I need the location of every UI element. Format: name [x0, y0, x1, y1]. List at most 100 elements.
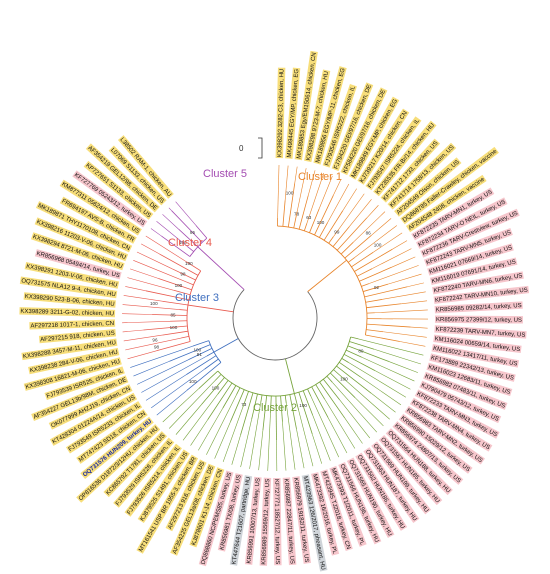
leaf-label-background — [331, 82, 374, 172]
cluster-arc-c1 — [277, 225, 368, 336]
cluster-5-label: Cluster 5 — [203, 168, 247, 180]
terminal-branch — [156, 220, 188, 247]
terminal-branch — [311, 434, 323, 464]
leaf-label-background — [329, 465, 367, 547]
branch — [204, 358, 219, 370]
scale-bar-label: 0 — [239, 144, 244, 153]
leaf-label-background — [48, 384, 133, 430]
branch — [314, 195, 334, 236]
branch — [159, 253, 199, 276]
leaf-label-background — [244, 476, 262, 565]
terminal-branch — [348, 362, 407, 398]
terminal-branch — [342, 188, 357, 211]
branch — [171, 268, 196, 281]
terminal-branch — [231, 434, 241, 465]
bootstrap-value: 100 — [317, 220, 325, 225]
leaf-label-background — [434, 315, 523, 324]
bootstrap-value: 100 — [185, 261, 193, 266]
leaf-label-background — [392, 421, 464, 485]
cluster-4-label: Cluster 4 — [168, 237, 212, 249]
terminal-branch — [240, 419, 252, 468]
branch — [198, 370, 219, 389]
terminal-branch — [294, 166, 298, 184]
terminal-branch — [284, 165, 289, 201]
bootstrap-value: 95 — [190, 230, 196, 235]
branch — [270, 395, 272, 413]
branch — [236, 387, 241, 396]
leaf-label-background — [49, 392, 138, 446]
terminal-branch — [399, 341, 426, 347]
leaf-label-background — [217, 473, 243, 552]
leaf-label: KR856975 27399/12, turkey, US — [436, 317, 522, 324]
terminal-branch — [122, 304, 180, 310]
leaf-label-background — [426, 362, 513, 397]
branch — [319, 381, 346, 419]
branch — [330, 372, 356, 398]
terminal-branch — [392, 240, 408, 250]
terminal-branch — [353, 211, 386, 243]
branch — [356, 268, 373, 277]
leaf-label-background — [29, 319, 116, 330]
branch — [145, 290, 189, 301]
branch — [365, 334, 400, 342]
leaf-label-background — [124, 443, 182, 517]
branch — [366, 329, 384, 333]
leaf-label-background — [304, 69, 331, 163]
leaf-label-background — [434, 325, 527, 339]
terminal-branch — [222, 407, 244, 463]
root-arc — [232, 289, 318, 361]
branch — [173, 289, 191, 296]
terminal-branch — [344, 417, 363, 444]
terminal-branch — [339, 399, 371, 439]
leaf-label: AF297218 1017-1, chicken, CN — [30, 321, 114, 330]
terminal-branch — [277, 165, 280, 219]
leaf-label-background — [433, 285, 530, 304]
bootstrap-value: 98 — [180, 271, 186, 276]
leaf-label-background — [85, 143, 160, 213]
terminal-branch — [368, 265, 419, 284]
branch — [192, 340, 209, 347]
bootstrap-value: 85 — [170, 313, 176, 318]
branch — [186, 355, 217, 375]
terminal-branch — [168, 379, 216, 429]
branch — [351, 252, 374, 268]
cluster-2-label: Cluster 2 — [253, 402, 297, 414]
bootstrap-value: 100 — [340, 376, 348, 381]
branch — [186, 261, 201, 272]
branch — [363, 283, 389, 292]
branch — [260, 394, 263, 403]
leaf-label-background — [427, 243, 514, 276]
terminal-branch — [206, 394, 237, 455]
leaf-label-background — [338, 461, 382, 545]
leaf-label: KR856985 09282/14, turkey, US — [436, 303, 522, 314]
branch — [309, 208, 320, 233]
terminal-branch — [388, 361, 419, 373]
branch — [181, 335, 190, 339]
branch — [366, 323, 411, 328]
branch — [161, 235, 191, 257]
branch — [307, 388, 312, 397]
terminal-branch — [382, 291, 426, 300]
terminal-branch — [407, 282, 424, 288]
terminal-branch — [354, 397, 384, 427]
branch — [206, 351, 215, 357]
terminal-branch — [168, 207, 172, 211]
terminal-branch — [374, 309, 428, 314]
leaf-label-background — [387, 142, 457, 210]
leaf-label-background — [294, 50, 318, 161]
leaf-label-background — [273, 477, 282, 566]
terminal-branch — [332, 381, 378, 433]
branch — [348, 257, 355, 263]
leaf-label-background — [165, 459, 207, 532]
terminal-branch — [358, 338, 424, 356]
bootstrap-value: 98 — [154, 345, 160, 350]
branch — [345, 349, 362, 358]
leaf-label-background — [423, 371, 508, 410]
bootstrap-value: 100 — [286, 190, 294, 195]
terminal-branch — [151, 368, 205, 409]
branch — [365, 298, 383, 303]
branch — [293, 211, 298, 229]
terminal-branch — [371, 218, 392, 236]
branch — [303, 223, 308, 231]
